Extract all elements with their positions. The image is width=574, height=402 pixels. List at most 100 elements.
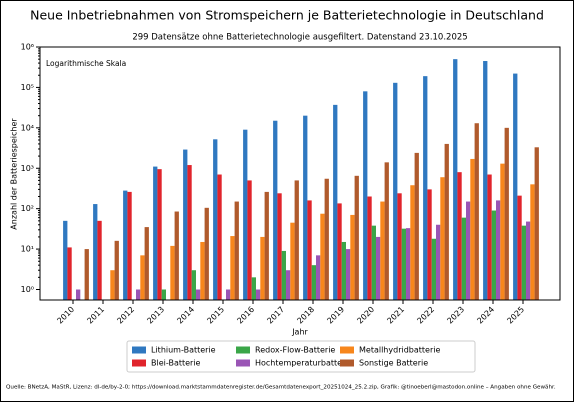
- bar: [316, 255, 321, 300]
- bar: [277, 193, 282, 300]
- bar: [264, 191, 269, 300]
- bar: [187, 165, 192, 300]
- y-axis-label: Anzahl der Batteriespeicher: [10, 118, 19, 230]
- bar: [260, 236, 265, 300]
- bar: [153, 166, 158, 300]
- bar: [256, 289, 261, 300]
- x-axis-label: Jahr: [291, 328, 308, 337]
- chart-subtitle: 299 Datensätze ohne Batterietechnologie …: [132, 33, 467, 43]
- bar: [363, 91, 368, 300]
- legend-box: [126, 340, 476, 373]
- bar: [444, 143, 449, 300]
- source: Quelle: BNetzA, MaStR, Lizenz: dl-de/by-…: [6, 385, 556, 391]
- bar: [67, 247, 72, 300]
- y-tick-label: 10⁰: [21, 285, 34, 294]
- bar: [500, 163, 505, 300]
- bar: [234, 201, 239, 300]
- bar: [127, 191, 132, 300]
- bar: [487, 174, 492, 300]
- bar: [311, 265, 316, 300]
- bar: [200, 241, 205, 300]
- bar: [217, 174, 222, 300]
- bar: [466, 201, 471, 300]
- bar: [226, 289, 231, 300]
- chart-title: Neue Inbetriebnahmen von Stromspeichern …: [30, 8, 544, 23]
- bar: [526, 221, 531, 300]
- bar: [431, 238, 436, 300]
- y-tick-label: 10⁶: [21, 43, 34, 52]
- bar: [521, 225, 526, 300]
- legend-swatch: [132, 346, 146, 354]
- bar: [97, 220, 102, 300]
- plot-border: [39, 46, 561, 301]
- bar: [470, 158, 475, 300]
- bar: [504, 127, 509, 300]
- bar: [513, 73, 518, 300]
- bar: [320, 213, 325, 300]
- bar: [247, 180, 252, 300]
- bar: [423, 76, 428, 300]
- bar: [350, 214, 355, 300]
- bar: [93, 204, 98, 300]
- bar: [367, 196, 372, 300]
- bar: [354, 175, 359, 300]
- legend-label: Sonstige Batterie: [359, 359, 428, 368]
- legend-label: Redox-Flow-Batterie: [255, 346, 335, 355]
- bar: [436, 224, 441, 300]
- bar: [140, 255, 145, 300]
- bar: [427, 189, 432, 300]
- bar: [213, 139, 218, 300]
- bar: [273, 120, 278, 300]
- legend-label: Hochtemperaturbatterie: [255, 359, 353, 368]
- bar: [281, 250, 286, 300]
- legend-label: Blei-Batterie: [151, 359, 201, 368]
- bar: [114, 240, 119, 300]
- legend-label: Metallhydridbatterie: [359, 346, 440, 355]
- bar: [157, 169, 162, 300]
- bar: [251, 277, 256, 300]
- y-tick-label: 10⁴: [21, 123, 34, 132]
- legend-swatch: [340, 346, 354, 354]
- bar: [384, 162, 389, 300]
- bar: [410, 185, 415, 300]
- bar: [406, 228, 411, 300]
- bar: [491, 210, 496, 300]
- bar: [453, 59, 458, 301]
- bar: [204, 207, 209, 300]
- bar: [397, 193, 402, 300]
- bar: [294, 180, 299, 300]
- y-tick-label: 10¹: [21, 245, 34, 254]
- bar: [474, 123, 479, 300]
- bar: [333, 104, 338, 300]
- bar: [196, 289, 201, 300]
- bar: [401, 228, 406, 300]
- y-tick-label: 10⁵: [21, 83, 34, 92]
- bar: [136, 289, 141, 300]
- bar: [534, 147, 539, 300]
- bar: [84, 249, 89, 300]
- bar: [191, 270, 196, 300]
- legend-label: Lithium-Batterie: [151, 346, 216, 355]
- bar: [376, 236, 381, 300]
- y-tick-label: 10³: [21, 164, 34, 173]
- bar: [110, 270, 115, 300]
- legend-swatch: [132, 359, 146, 367]
- bar: [161, 289, 166, 300]
- bar: [496, 200, 501, 300]
- bar: [123, 190, 128, 300]
- bar: [76, 289, 81, 300]
- bar: [346, 249, 351, 300]
- bar: [307, 200, 312, 300]
- bar: [414, 152, 419, 300]
- bar: [170, 245, 175, 300]
- bar: [380, 201, 385, 300]
- bar: [174, 211, 179, 300]
- legend-swatch: [340, 359, 354, 367]
- bar: [440, 177, 445, 300]
- bar: [483, 61, 488, 301]
- bar: [457, 172, 462, 300]
- bar: [341, 241, 346, 300]
- bar: [183, 149, 188, 300]
- y-tick-label: 10²: [21, 204, 34, 213]
